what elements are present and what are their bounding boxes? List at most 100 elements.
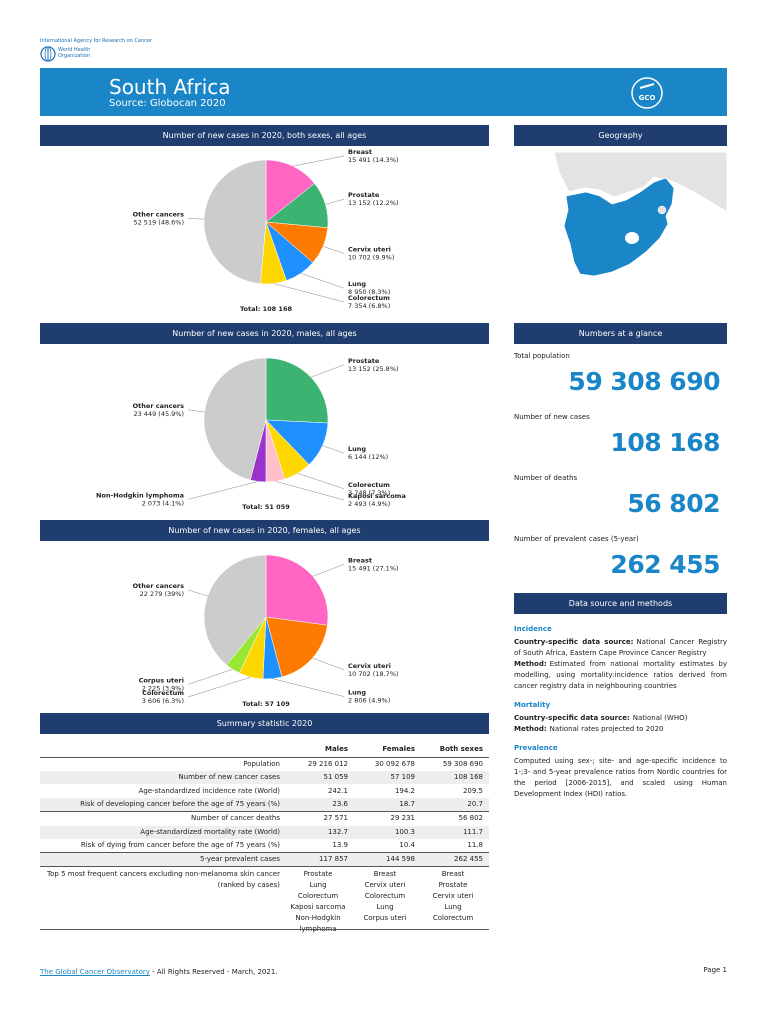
pie-slice bbox=[265, 554, 329, 626]
summary-table: Males Females Both sexes Population 29 216 0… bbox=[40, 740, 489, 935]
row-value: 10.4 bbox=[399, 840, 415, 849]
method-body: National Cancer Registry of South Africa… bbox=[514, 638, 727, 657]
slice-label: Cervix uteri bbox=[348, 245, 391, 253]
row-value: 209.5 bbox=[462, 786, 483, 795]
row-bg bbox=[40, 853, 489, 867]
row-label: Number of new cancer cases bbox=[178, 773, 280, 782]
leader-line bbox=[312, 564, 345, 577]
row-value: 27 571 bbox=[323, 814, 349, 823]
slice-value: 2 493 (4.9%) bbox=[348, 500, 390, 508]
slice-label: Lung bbox=[348, 689, 366, 697]
row-value: 194.2 bbox=[394, 786, 415, 795]
page-title: South Africa bbox=[109, 75, 231, 99]
leader-line bbox=[273, 283, 345, 303]
pie-slice bbox=[203, 357, 267, 481]
pie-slice bbox=[203, 554, 267, 666]
gco-logo: GCO bbox=[631, 77, 663, 109]
slice-label: Cervix uteri bbox=[348, 662, 391, 670]
top5-value: Non-Hodgkin lymphoma bbox=[295, 914, 341, 934]
leader-line bbox=[322, 246, 345, 254]
slice-value: 7 354 (6.8%) bbox=[348, 302, 390, 310]
method-body: Computed using sex-; site- and age-speci… bbox=[514, 757, 727, 798]
neighbor-countries bbox=[553, 152, 727, 213]
top5-value: Lung bbox=[444, 903, 462, 912]
footer-link[interactable]: The Global Cancer Observatory bbox=[40, 968, 150, 976]
rule bbox=[40, 852, 489, 854]
slice-value: 23 449 (45.9%) bbox=[133, 410, 184, 418]
row-value: 20.7 bbox=[467, 799, 483, 808]
top5-value: Lung bbox=[309, 881, 327, 890]
slice-label: Breast bbox=[348, 148, 372, 156]
top5-value: Breast bbox=[441, 870, 465, 879]
pie-slice bbox=[265, 616, 328, 678]
slice-value: 10 702 (9.9%) bbox=[348, 253, 394, 261]
leader-line bbox=[322, 445, 345, 454]
glance-label: Number of deaths bbox=[514, 474, 578, 482]
section-bar: Numbers at a glance bbox=[514, 323, 727, 344]
pie-total: Total: 51 059 bbox=[242, 503, 290, 511]
row-bg bbox=[40, 812, 489, 826]
slice-label: Colorectum bbox=[348, 294, 390, 302]
slice-value: 15 491 (27.1%) bbox=[348, 564, 399, 572]
leader-line bbox=[292, 155, 345, 167]
slice-value: 13 152 (25.8%) bbox=[348, 365, 399, 373]
method-label: Country-specific data source: bbox=[514, 638, 634, 646]
leader-line bbox=[187, 481, 259, 500]
row-label: Risk of dying from cancer before the age… bbox=[80, 840, 280, 849]
method-label: Method: bbox=[514, 725, 547, 733]
rule bbox=[40, 757, 489, 758]
slice-value: 22 279 (39%) bbox=[140, 590, 184, 598]
section-bar: Number of new cases in 2020, both sexes,… bbox=[40, 125, 489, 146]
rule bbox=[40, 811, 489, 813]
row-value: 57 109 bbox=[390, 773, 416, 782]
slice-value: 8 950 (8.3%) bbox=[348, 288, 390, 296]
slice-label: Breast bbox=[348, 556, 372, 564]
row-bg bbox=[40, 758, 489, 771]
leader-line bbox=[187, 676, 251, 698]
method-line: Country-specific data source: National (W… bbox=[514, 713, 727, 724]
row-label: Age-standardized incidence rate (World) bbox=[138, 786, 280, 795]
rule bbox=[40, 866, 489, 868]
row-value: 30 092 678 bbox=[374, 760, 415, 768]
top5-value: Prostate bbox=[303, 870, 333, 879]
leader-line bbox=[297, 473, 345, 489]
top5-label: Top 5 most frequent cancers excluding no… bbox=[47, 870, 280, 890]
leader-line bbox=[312, 657, 345, 671]
leader-line bbox=[187, 669, 233, 685]
pie-slice bbox=[265, 159, 315, 223]
top5-value: Breast bbox=[373, 870, 397, 879]
pie-slice bbox=[203, 159, 267, 285]
page-subtitle: Source: Globocan 2020 bbox=[109, 98, 226, 109]
slice-label: Kaposi sarcoma bbox=[348, 492, 406, 500]
slice-value: 10 702 (18.7%) bbox=[348, 670, 399, 678]
row-value: 132.7 bbox=[327, 827, 348, 836]
leader-line bbox=[325, 198, 345, 205]
row-value: 18.7 bbox=[399, 799, 415, 808]
slice-label: Corpus uteri bbox=[139, 676, 184, 684]
row-value: 29 231 bbox=[390, 814, 416, 823]
pie-total: Total: 108 168 bbox=[240, 305, 292, 313]
slice-value: 2 073 (4.1%) bbox=[142, 499, 184, 507]
header-banner: South Africa Source: Globocan 2020 GCO bbox=[40, 68, 727, 116]
org-name-line: Organization bbox=[58, 53, 90, 59]
row-label: Age-standardized mortality rate (World) bbox=[140, 827, 280, 836]
section-bar: Number of new cases in 2020, males, all … bbox=[40, 323, 489, 344]
row-label: Population bbox=[243, 760, 280, 768]
row-bg bbox=[40, 771, 489, 785]
top5-value: Kaposi sarcoma bbox=[290, 903, 346, 912]
glance-label: Number of prevalent cases (5-year) bbox=[514, 535, 639, 543]
top5-value: Cervix uteri bbox=[432, 892, 474, 901]
slice-value: 3 606 (6.3%) bbox=[142, 697, 184, 705]
slice-value: 6 144 (12%) bbox=[348, 453, 388, 461]
slice-label: Other cancers bbox=[133, 210, 184, 218]
leader-line bbox=[272, 678, 345, 697]
row-value: 111.7 bbox=[462, 827, 483, 836]
org-name-line: World Health bbox=[58, 47, 91, 53]
method-label: Method: bbox=[514, 660, 547, 668]
slice-label: Non-Hodgkin lymphoma bbox=[96, 491, 184, 499]
slice-label: Lung bbox=[348, 280, 366, 288]
gco-logo-text: GCO bbox=[639, 94, 656, 102]
top5-value: Corpus uteri bbox=[363, 914, 407, 923]
